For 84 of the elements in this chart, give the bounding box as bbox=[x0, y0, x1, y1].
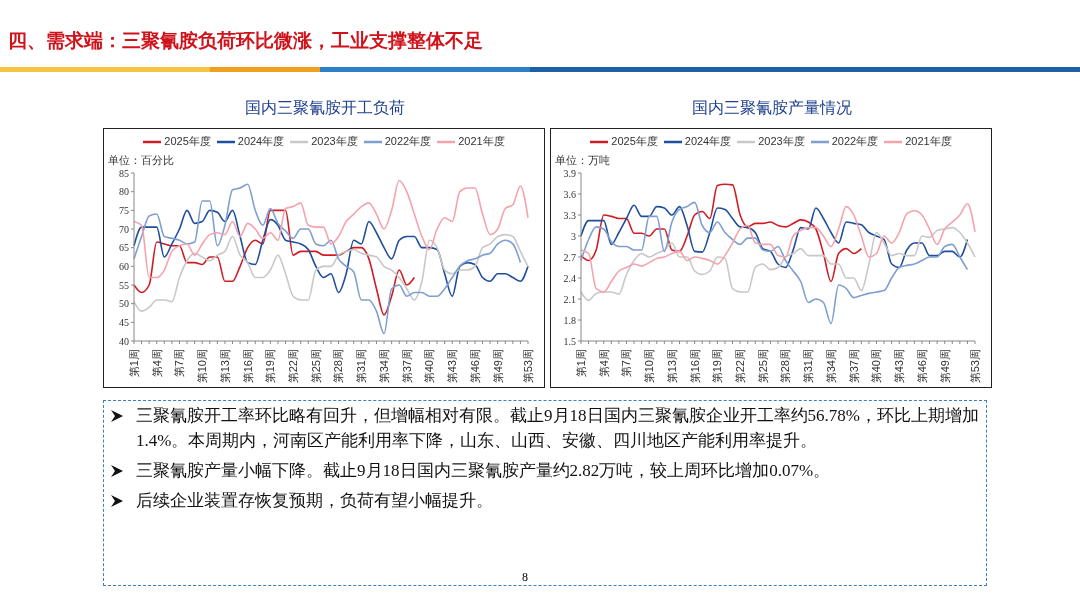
text: 三聚氰胺产量小幅下降。截止9月18日国内三聚氰胺产量约2.82万吨，较上周环比增加0.07%。 bbox=[136, 460, 831, 482]
legend-label: 2025年度 bbox=[164, 134, 211, 149]
x-tick-label: 第40周 bbox=[870, 349, 883, 384]
y-tick-label: 1.8 bbox=[563, 314, 576, 326]
x-tick-label: 第46周 bbox=[915, 349, 928, 384]
legend-label: 2022年度 bbox=[831, 134, 879, 149]
y-tick-label: 50 bbox=[119, 298, 129, 310]
x-tick-label: 第13周 bbox=[218, 349, 231, 384]
x-tick-label: 第25周 bbox=[309, 349, 322, 384]
x-tick-label: 第7周 bbox=[620, 349, 633, 378]
x-tick-label: 第22周 bbox=[733, 349, 746, 384]
x-tick-label: 第43周 bbox=[893, 349, 906, 384]
legend-label: 2025年度 bbox=[611, 134, 658, 149]
y-tick-label: 60 bbox=[119, 260, 129, 272]
x-tick-label: 第37周 bbox=[400, 349, 413, 384]
line-series bbox=[133, 183, 522, 335]
x-tick-label: 第19周 bbox=[711, 349, 724, 384]
line-series bbox=[580, 203, 976, 293]
legend-label: 2024年度 bbox=[684, 134, 732, 149]
legend-label: 2023年度 bbox=[758, 134, 805, 149]
x-tick-label: 第25周 bbox=[756, 349, 769, 384]
y-tick-label: 3.6 bbox=[563, 188, 576, 200]
y-axis-title: 单位：百分比 bbox=[108, 153, 174, 168]
y-tick-label: 70 bbox=[119, 223, 129, 235]
y-tick-label: 3 bbox=[571, 230, 576, 242]
x-tick-label: 第53周 bbox=[968, 349, 981, 384]
legend-label: 2022年度 bbox=[384, 134, 432, 149]
y-tick-label: 3.3 bbox=[563, 209, 576, 221]
y-tick-label: 2.1 bbox=[563, 293, 576, 305]
y-tick-label: 1.5 bbox=[563, 335, 576, 347]
x-tick-label: 第28周 bbox=[332, 349, 345, 384]
chart-title: 国内三聚氰胺产量情况 bbox=[691, 98, 853, 118]
x-tick-label: 第4周 bbox=[597, 349, 610, 378]
x-tick-label: 第31周 bbox=[355, 349, 368, 384]
legend-label: 2024年度 bbox=[237, 134, 285, 149]
x-tick-label: 第22周 bbox=[286, 349, 299, 384]
line-series bbox=[580, 204, 969, 269]
x-tick-label: 第31周 bbox=[802, 349, 815, 384]
text: 后续企业装置存恢复预期，负荷有望小幅提升。 bbox=[136, 490, 493, 512]
legend-label: 2021年度 bbox=[458, 134, 505, 149]
line-series bbox=[580, 183, 863, 283]
y-tick-label: 40 bbox=[119, 335, 129, 347]
y-tick-label: 55 bbox=[119, 279, 129, 291]
y-tick-label: 65 bbox=[119, 242, 129, 254]
line-series bbox=[133, 179, 529, 279]
x-tick-label: 第49周 bbox=[491, 349, 504, 384]
x-tick-label: 第40周 bbox=[423, 349, 436, 384]
y-tick-label: 45 bbox=[119, 316, 129, 328]
x-tick-label: 第34周 bbox=[377, 349, 390, 384]
y-axis-title: 单位：万吨 bbox=[555, 153, 610, 168]
line-series bbox=[133, 233, 529, 312]
legend-label: 2023年度 bbox=[311, 134, 358, 149]
text: 四、需求端：三聚氰胺负荷环比微涨，工业支撑整体不足 bbox=[8, 29, 483, 53]
x-tick-label: 第1周 bbox=[574, 349, 587, 378]
x-tick-label: 第13周 bbox=[665, 349, 678, 384]
line-series bbox=[133, 209, 416, 316]
line-series bbox=[580, 226, 976, 302]
x-tick-label: 第43周 bbox=[446, 349, 459, 384]
x-tick-label: 第53周 bbox=[521, 349, 534, 384]
y-tick-label: 85 bbox=[119, 167, 129, 179]
x-tick-label: 第46周 bbox=[468, 349, 481, 384]
y-tick-label: 3.9 bbox=[563, 167, 576, 179]
x-tick-label: 第10周 bbox=[196, 349, 209, 384]
y-tick-label: 80 bbox=[119, 186, 129, 198]
x-tick-label: 第49周 bbox=[938, 349, 951, 384]
line-series bbox=[133, 209, 529, 297]
chart-title: 国内三聚氰胺开工负荷 bbox=[244, 98, 406, 118]
x-tick-label: 第1周 bbox=[127, 349, 140, 378]
x-tick-label: 第4周 bbox=[150, 349, 163, 378]
text: 三聚氰胺开工率环比略有回升，但增幅相对有限。截止9月18日国内三聚氰胺企业开工率约56.78%，环比上期增加1.4%。本周期内，河南区产能利用率下降，山东、山西、安徽、四川地区产能利用率提升。 bbox=[136, 405, 980, 452]
x-tick-label: 第19周 bbox=[264, 349, 277, 384]
x-tick-label: 第34周 bbox=[824, 349, 837, 384]
y-tick-label: 2.4 bbox=[563, 272, 576, 284]
x-tick-label: 第7周 bbox=[173, 349, 186, 378]
x-tick-label: 第10周 bbox=[643, 349, 656, 384]
x-tick-label: 第16周 bbox=[241, 349, 254, 384]
x-tick-label: 第37周 bbox=[847, 349, 860, 384]
y-tick-label: 75 bbox=[119, 204, 129, 216]
line-series bbox=[580, 201, 969, 325]
x-tick-label: 第16周 bbox=[688, 349, 701, 384]
y-tick-label: 2.7 bbox=[563, 251, 576, 263]
x-tick-label: 第28周 bbox=[779, 349, 792, 384]
legend-label: 2021年度 bbox=[905, 134, 952, 149]
text: 8 bbox=[522, 570, 528, 585]
